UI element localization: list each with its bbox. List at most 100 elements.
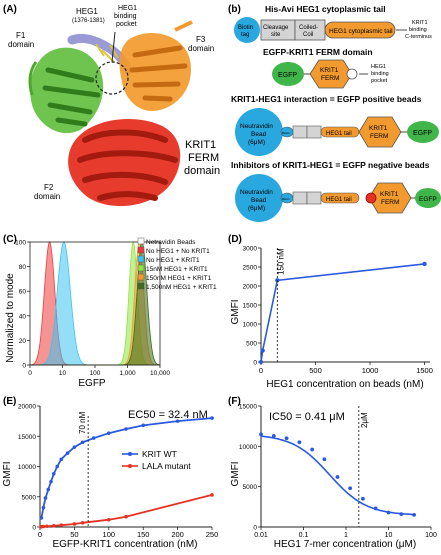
e-xtick-label: 150 <box>137 530 150 539</box>
bead-shape-row4 <box>235 174 283 222</box>
pocket-label-row2-2: binding <box>371 71 389 77</box>
d-ytick-label: 500 <box>246 341 257 348</box>
panel-f-xlabel: HEG1 7-mer concentration (μM) <box>274 539 416 550</box>
f1-domain-ribbon <box>28 47 104 134</box>
panel-e: (E) 0 5000 10000 15000 20000 0 50 100 150 200 250 … <box>0 392 225 550</box>
e-point-1 <box>46 487 51 492</box>
pocket-label-row2-3: pocket <box>371 78 388 84</box>
coiled-label-2: Coil <box>303 32 313 38</box>
schematic-title-2: EGFP-KRIT1 FERM domain <box>263 47 373 57</box>
e-xtick-label: 100 <box>103 530 116 539</box>
egfp-shape-row3 <box>407 121 439 143</box>
f-point <box>271 433 276 438</box>
egfp-label-row3: EGFP <box>413 130 432 137</box>
biotin-tag-label-1: Biotin <box>238 25 253 31</box>
panel-d-plot: (D) 0 500 1000 1500 2000 2500 3000 0 500 1000 1500… <box>228 234 433 390</box>
f-point <box>259 432 263 437</box>
ferm-label-row4: FERM <box>381 199 399 206</box>
d-ytick-label: 2000 <box>243 284 258 291</box>
ferm-label-row3: FERM <box>370 133 388 140</box>
c-xtick-label: 100 <box>90 370 101 377</box>
e-xtick-label: 200 <box>171 530 184 539</box>
cleavage-label-2: site <box>271 32 281 38</box>
panel-c: (C) 0 20 40 60 80 100 0 10 100 1,000 10,000 Normal… <box>0 230 225 390</box>
c-legend-label: 150nM HEG1 + KRIT1 <box>146 275 212 282</box>
d-point <box>422 261 427 267</box>
f-point <box>322 457 327 462</box>
bead-label-row3-1: Neutravidin <box>240 123 273 130</box>
d-xtick-label: 500 <box>309 366 322 375</box>
c-legend-swatch <box>137 237 145 245</box>
f3-domain-ribbon <box>119 20 193 111</box>
c-xtick-label: 1,000 <box>119 370 136 377</box>
krit1-label: KRIT1 <box>185 139 216 151</box>
e-ytick-label: 15000 <box>18 434 36 441</box>
cterm-label-2: binding <box>409 27 427 33</box>
e-point-1 <box>55 464 59 469</box>
c-ytick-label: 80 <box>19 264 27 271</box>
egfp-shape-row4 <box>415 188 441 208</box>
f-xtick-label: 0.01 <box>254 532 268 539</box>
c-legend-swatch <box>137 255 145 263</box>
e-point-2 <box>72 522 77 526</box>
panel-d-annotation: 150 nM <box>276 248 285 275</box>
e-ytick-label: 20000 <box>18 404 36 411</box>
krit1-label-row4: KRIT1 <box>380 191 399 198</box>
krit1-label-row2: KRIT1 <box>320 67 339 74</box>
d-point <box>260 348 265 353</box>
f2-label: F2 <box>44 183 54 192</box>
coiled-label-1: Coiled- <box>299 25 318 31</box>
panel-a-letter: (A) <box>3 4 17 15</box>
panel-e-ylabel: GMFI <box>2 462 13 487</box>
panel-f-plot: (F) 0 5000 10000 15000 0.01 0.1 1 10 100 GMFI HE… <box>228 396 437 550</box>
cterm-label-1: KRIT1 <box>412 20 428 26</box>
f-xtick-label: 10 <box>385 532 393 539</box>
panel-a-illustration: (A) HEG1 (1376-1381) HEG1 binding <box>3 4 220 207</box>
panel-c-histogram: (C) 0 20 40 60 80 100 0 10 100 1,000 10,000 Normal… <box>3 234 217 389</box>
e-point-1 <box>91 436 96 440</box>
bead-label-row4-1: Neutravidin <box>240 189 273 196</box>
panel-c-xlabel: EGFP <box>78 378 106 389</box>
pocket-label-line3: pocket <box>116 21 137 28</box>
bead-label-row4-3: (6μM) <box>248 205 265 212</box>
panel-f: (F) 0 5000 10000 15000 0.01 0.1 1 10 100 GMFI HE… <box>225 392 441 550</box>
f-ytick-label: 10000 <box>239 444 257 451</box>
e-point-1 <box>49 479 53 484</box>
panel-e-ec50: EC50 = 32.4 nM <box>128 409 208 421</box>
c-legend-swatch <box>137 246 145 254</box>
e-point-1 <box>175 419 180 423</box>
e-point-1 <box>39 516 44 520</box>
f-point <box>412 513 416 517</box>
e-legend-marker <box>128 452 132 456</box>
bead-shape-row3 <box>235 108 283 156</box>
e-point-2 <box>107 517 111 522</box>
f-point <box>386 510 391 515</box>
egfp-shape-row2 <box>272 62 304 86</box>
c-legend-swatch <box>137 273 145 281</box>
d-series-line <box>260 263 425 363</box>
c-ytick-label: 0 <box>22 363 26 370</box>
f2-domain-label: domain <box>34 192 60 201</box>
heg1-tail-box <box>324 21 396 39</box>
panel-e-letter: (E) <box>3 396 16 407</box>
e-point-2 <box>210 493 214 497</box>
f-point <box>373 506 378 511</box>
c-xtick-label: 10 <box>59 370 67 377</box>
c-legend-swatch <box>137 282 145 290</box>
c-legend-label: Netravidin Beads <box>146 239 196 246</box>
c-ytick-label: 20 <box>19 338 27 345</box>
bead-label-row4-2: Bead <box>251 197 267 204</box>
c-xtick-label: 10,000 <box>150 370 170 377</box>
e-xtick-label: 0 <box>38 530 42 539</box>
e-point-2 <box>80 520 85 525</box>
e-point-1 <box>124 427 128 431</box>
c-legend-swatch <box>137 264 145 272</box>
panel-b-schematic: (b) His-Avi HEG1 cytoplasmic tail Biotin… <box>228 4 441 222</box>
e-xtick-label: 50 <box>70 530 78 539</box>
d-xtick-label: 1500 <box>416 366 433 375</box>
biotin-tag-shape <box>234 17 260 43</box>
pocket-label-line2: binding <box>114 13 137 20</box>
e-point-1 <box>210 416 214 420</box>
e-point-1 <box>43 496 48 500</box>
